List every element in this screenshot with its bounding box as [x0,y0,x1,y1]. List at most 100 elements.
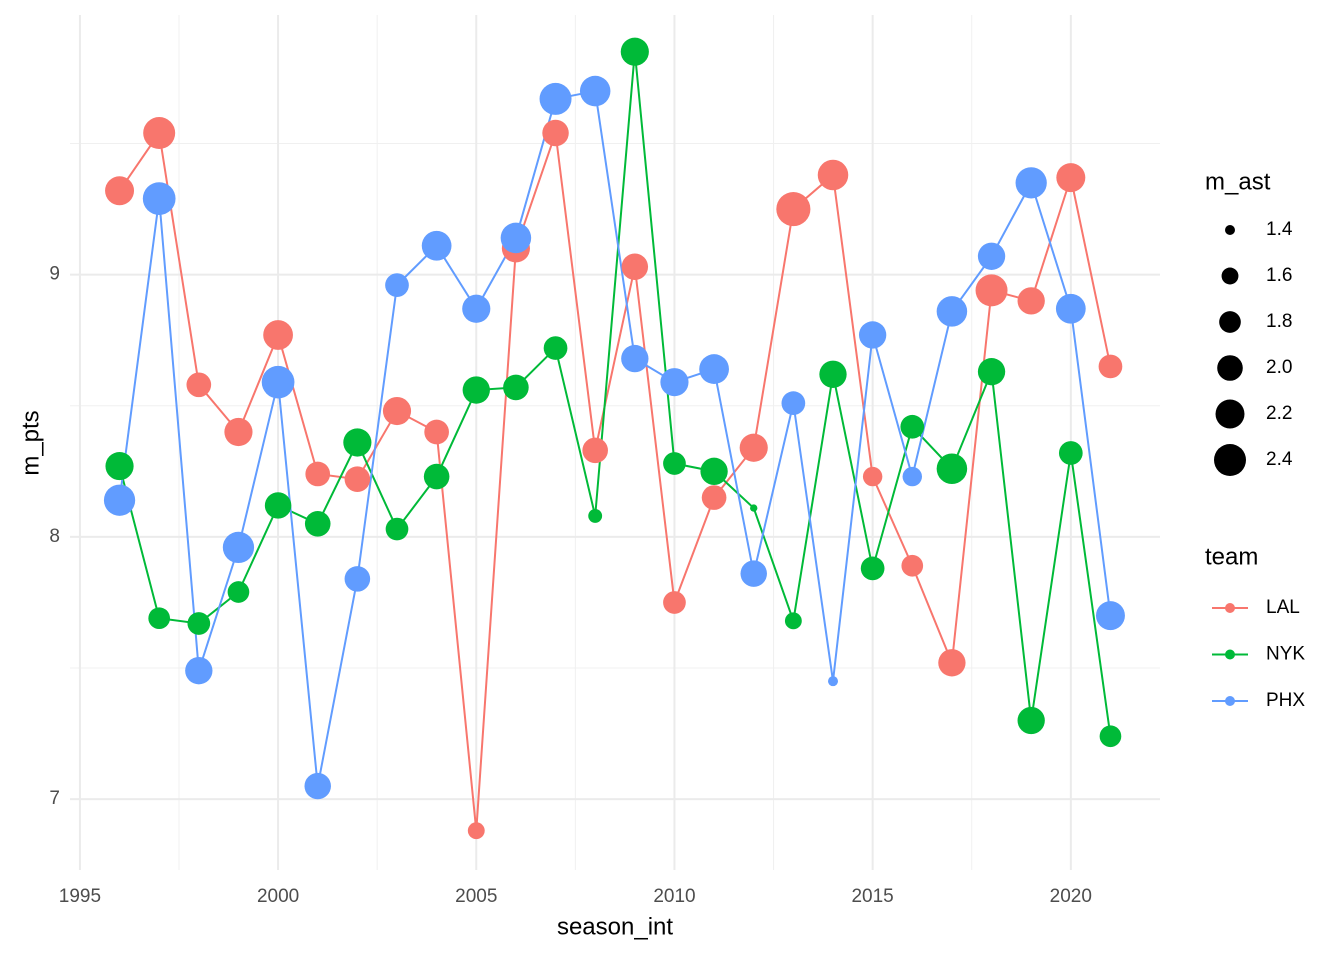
point [621,344,649,373]
point [1055,293,1086,324]
size-legend-key [1214,444,1246,476]
color-legend-title: team [1205,543,1258,570]
point [740,560,767,587]
point [1015,167,1047,199]
point [701,485,727,510]
point [663,452,686,475]
point [977,242,1006,270]
point [1099,725,1122,748]
size-legend-title: m_ast [1205,168,1271,195]
x-tick-label: 2000 [257,886,299,907]
point [227,581,250,603]
point [860,556,885,581]
point [467,822,485,840]
point [142,182,176,215]
point [385,517,409,541]
point [750,504,758,512]
size-legend-label: 1.4 [1266,219,1293,240]
point [385,273,409,297]
legend-label: NYK [1266,644,1305,665]
point [1098,354,1123,379]
size-legend-label: 2.2 [1266,403,1292,424]
series-line [118,89,1112,787]
point [344,566,371,592]
point [105,176,135,206]
point [1058,441,1083,465]
x-tick-label: 2015 [851,886,893,907]
size-legend-label: 1.6 [1266,265,1292,286]
point [977,358,1006,386]
point [187,612,211,635]
point [305,461,331,487]
point [828,676,838,687]
legend-key-dot [1225,603,1235,613]
point [1095,601,1125,631]
point [781,391,806,416]
legend-key-dot [1225,696,1235,706]
x-axis-title: season_int [557,913,673,940]
point [423,463,450,490]
series-line [118,130,1112,831]
point [700,457,728,486]
point [344,466,371,493]
point [699,354,729,384]
point [901,554,924,577]
size-legend-label: 2.4 [1266,449,1293,470]
point [304,511,331,537]
point [185,657,213,685]
y-axis-title: m_pts [17,410,44,475]
point [261,365,295,399]
point [148,607,171,630]
x-tick-label: 1995 [59,886,101,907]
y-tick-label: 9 [49,264,60,285]
point [1017,287,1045,315]
size-legend-key [1215,399,1245,429]
point [784,612,802,630]
point [264,492,292,519]
x-tick-label: 2010 [653,886,695,907]
point [462,376,490,404]
x-tick-label: 2020 [1050,886,1092,907]
y-tick-label: 7 [49,788,60,809]
point [858,321,887,349]
point [819,360,847,388]
point [543,336,568,360]
point [588,509,603,523]
point [902,466,922,487]
point [542,119,569,147]
size-legend-label: 2.0 [1266,357,1292,378]
point [936,453,968,484]
point [539,82,572,115]
point [1056,163,1086,193]
point [143,117,176,150]
size-legend-key [1219,311,1241,333]
point [224,417,253,447]
point [421,230,452,261]
point [105,452,134,481]
legend-label: PHX [1266,690,1305,711]
size-legend-key [1221,267,1239,285]
point [936,296,968,327]
point [382,396,412,426]
point [343,428,372,457]
point [103,484,136,516]
point [663,591,686,614]
legend-label: LAL [1266,597,1300,618]
point [462,294,491,323]
point [263,320,293,350]
point [222,531,255,564]
point [660,368,689,397]
point [186,372,212,398]
size-legend-key [1217,355,1243,381]
point [1017,706,1045,735]
point [304,772,331,800]
point [503,374,529,401]
point [620,37,649,66]
point [424,419,449,445]
point [975,274,1008,307]
size-legend-key [1225,225,1235,235]
point [900,414,925,439]
point [500,222,532,254]
point [579,75,611,107]
